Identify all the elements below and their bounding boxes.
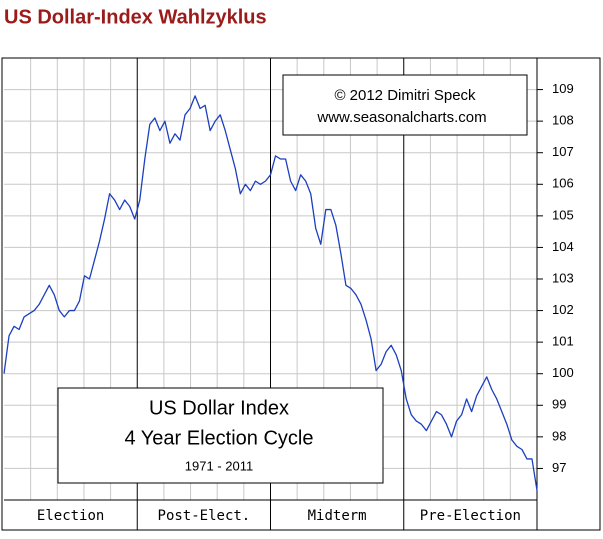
y-tick-label: 107 — [552, 144, 574, 159]
credit-box — [282, 74, 528, 136]
caption-box — [57, 387, 384, 484]
annotation: www.seasonalcharts.com — [316, 109, 486, 126]
annotation: 4 Year Election Cycle — [124, 427, 313, 449]
annotation: 1971 - 2011 — [185, 458, 253, 473]
y-tick-label: 99 — [552, 397, 566, 412]
y-tick-label: 104 — [552, 239, 574, 254]
y-tick-label: 105 — [552, 207, 574, 222]
y-tick-label: 100 — [552, 365, 574, 380]
x-tick-label: Election — [37, 508, 104, 524]
y-tick-label: 108 — [552, 113, 574, 128]
frame — [1, 57, 601, 531]
x-tick-label: Post-Elect. — [158, 508, 251, 524]
y-tick-label: 103 — [552, 270, 574, 285]
plot — [3, 95, 538, 491]
y-tick-label: 97 — [552, 460, 566, 475]
x-tick-label: Pre-Election — [420, 508, 521, 524]
annotation: © 2012 Dimitri Speck — [334, 87, 476, 104]
y-tick-label: 109 — [552, 81, 574, 96]
annotation: US Dollar Index — [149, 397, 289, 419]
x-tick-label: Midterm — [308, 508, 367, 524]
chart-title: US Dollar-Index Wahlzyklus — [4, 6, 267, 28]
y-tick-label: 98 — [552, 428, 566, 443]
data-line — [3, 95, 538, 491]
y-tick-label: 101 — [552, 334, 574, 349]
y-tick-label: 106 — [552, 176, 574, 191]
y-tick-label: 102 — [552, 302, 574, 317]
